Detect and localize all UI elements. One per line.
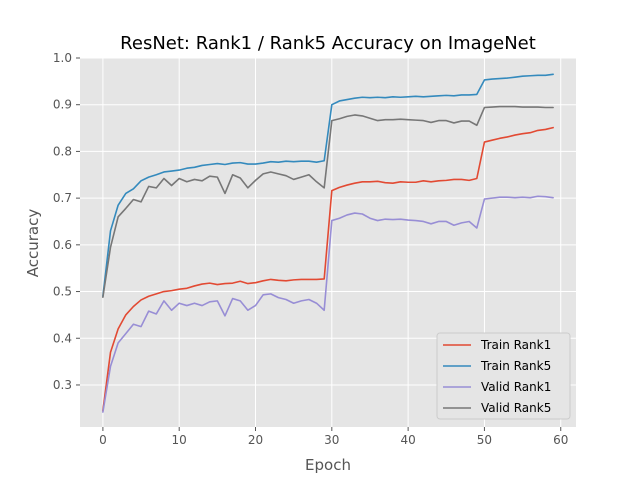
x-tick-label: 50 [477, 433, 492, 447]
y-axis-ticks: 0.3 0.4 0.5 0.6 0.7 0.8 0.9 1.0 [53, 51, 80, 392]
legend-label-0: Train Rank1 [480, 338, 551, 352]
series-line-2 [102, 195, 554, 413]
x-axis-ticks: 0 10 20 30 40 50 60 [99, 427, 568, 447]
x-tick-label: 10 [172, 433, 187, 447]
grid [80, 57, 576, 427]
y-tick-label: 0.8 [53, 144, 72, 158]
y-tick-label: 0.9 [53, 98, 72, 112]
y-tick-label: 0.5 [53, 285, 72, 299]
x-tick-label: 30 [324, 433, 339, 447]
legend: Train Rank1 Train Rank5 Valid Rank1 Valid R… [436, 332, 571, 420]
x-axis-label: Epoch [305, 456, 351, 474]
legend-label-2: Valid Rank1 [481, 380, 551, 394]
y-tick-label: 1.0 [53, 51, 72, 65]
series-line-1 [102, 73, 554, 298]
y-tick-label: 0.4 [53, 331, 72, 345]
series-line-3 [102, 105, 554, 298]
y-axis-label: Accuracy [24, 209, 42, 278]
y-tick-label: 0.7 [53, 191, 72, 205]
legend-label-1: Train Rank5 [480, 359, 551, 373]
y-tick-label: 0.6 [53, 238, 72, 252]
x-tick-label: 20 [248, 433, 263, 447]
x-tick-label: 40 [400, 433, 415, 447]
series-lines [102, 73, 554, 413]
series-line-0 [102, 126, 554, 412]
y-tick-label: 0.3 [53, 378, 72, 392]
legend-box [436, 332, 571, 420]
chart-title: ResNet: Rank1 / Rank5 Accuracy on ImageN… [120, 33, 536, 54]
x-tick-label: 60 [553, 433, 568, 447]
legend-label-3: Valid Rank5 [481, 401, 551, 415]
x-tick-label: 0 [99, 433, 107, 447]
